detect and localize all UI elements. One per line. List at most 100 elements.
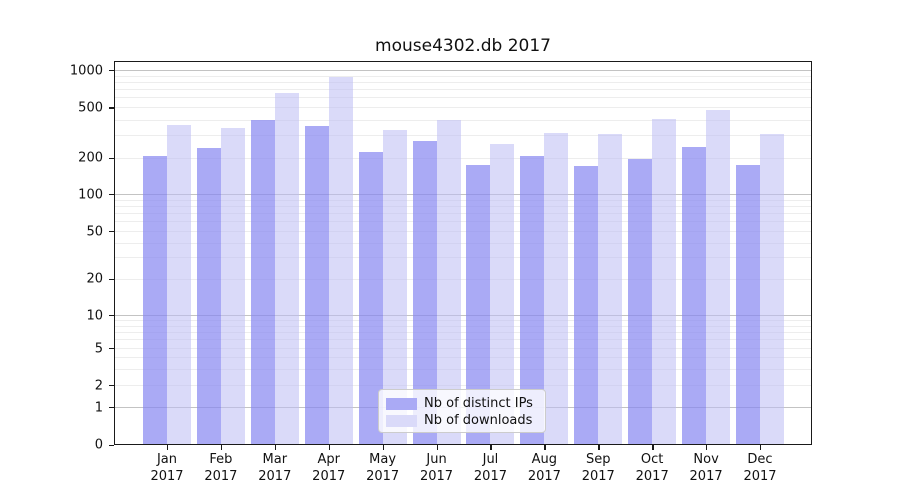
gridline-300 [114,135,812,137]
x-tick-label-apr: Apr 2017 [312,452,346,484]
plot-area [114,61,812,445]
x-tick-oct [652,445,654,450]
x-tick-label-mar: Mar 2017 [258,452,292,484]
gridline-50 [114,231,812,232]
x-tick-label-aug: Aug 2017 [527,452,561,484]
y-tick-label-1000: 1000 [69,63,103,79]
bar-nov-distinct-ips [682,146,707,445]
x-tick-nov [706,445,708,450]
bar-apr-distinct-ips [304,126,329,445]
gridline-3 [114,368,812,370]
bar-dec-downloads [759,134,784,445]
x-tick-label-nov: Nov 2017 [689,452,723,484]
gridline-70 [114,213,812,215]
x-tick-mar [274,445,277,450]
y-tick-label-100: 100 [78,187,103,203]
bar-aug-downloads [544,132,569,445]
legend-label-distinct-ips: Nb of distinct IPs [424,396,533,411]
bar-mar-downloads [274,93,299,445]
bar-apr-downloads [328,76,353,445]
x-tick-label-jun: Jun 2017 [419,452,454,484]
y-tick-100 [109,194,114,196]
gridline-6 [114,339,812,341]
gridline-800 [114,82,812,83]
y-tick-label-20: 20 [86,271,103,287]
y-tick-label-200: 200 [78,150,103,166]
x-tick-jul [490,445,492,450]
bar-feb-distinct-ips [196,147,221,445]
y-tick-label-5: 5 [94,341,103,357]
x-tick-label-dec: Dec 2017 [743,452,777,484]
legend-entry-distinct-ips: Nb of distinct IPs [386,395,545,412]
chart-title: mouse4302.db 2017 [375,36,551,56]
y-tick-200 [109,157,114,159]
y-tick-label-50: 50 [86,224,103,240]
legend-swatch-distinct-ips [386,397,417,410]
gridline-100 [114,194,812,195]
gridline-30 [114,257,812,259]
gridline-40 [114,242,812,244]
x-tick-aug [544,445,546,450]
bar-dec-distinct-ips [735,165,760,445]
gridline-20 [114,278,812,280]
x-tick-jan [167,445,169,450]
legend-swatch-downloads [386,414,417,427]
y-tick-label-1: 1 [94,400,103,416]
left-spine [114,61,116,445]
y-tick-0 [109,444,114,446]
gridline-90 [114,199,812,201]
y-tick-10 [109,315,114,317]
x-tick-sep [598,445,600,450]
x-tick-label-oct: Oct 2017 [635,452,669,484]
gridline-9 [114,320,812,322]
bar-jan-distinct-ips [143,156,167,445]
y-tick-label-2: 2 [94,378,103,394]
gridline-400 [114,119,812,121]
gridline-7 [114,331,812,333]
y-tick-2 [109,385,114,387]
gridline-500 [114,107,812,109]
x-tick-may [382,445,385,450]
bar-nov-downloads [706,109,731,445]
x-tick-label-jan: Jan 2017 [150,452,184,484]
gridline-200 [114,157,812,159]
gridline-1000 [114,70,812,71]
y-tick-label-10: 10 [86,308,103,324]
bar-feb-downloads [220,127,245,445]
x-tick-label-feb: Feb 2017 [204,452,238,484]
legend: Nb of distinct IPs Nb of downloads [378,389,546,433]
gridline-5 [114,348,812,349]
gridline-4 [114,357,812,358]
legend-entry-downloads: Nb of downloads [386,412,545,429]
gridline-900 [114,75,812,77]
legend-label-downloads: Nb of downloads [424,413,533,428]
gridline-10 [114,315,812,316]
bar-sep-distinct-ips [574,166,599,445]
x-tick-label-jul: Jul 2017 [473,452,507,484]
bar-oct-distinct-ips [628,159,653,445]
bottom-spine [114,443,812,445]
y-tick-50 [109,231,114,233]
y-tick-label-0: 0 [94,437,103,453]
x-tick-jun [436,445,438,450]
y-tick-5 [109,348,114,350]
y-tick-1000 [109,70,114,72]
y-tick-20 [109,278,114,280]
bar-mar-distinct-ips [250,119,275,445]
x-tick-label-may: May 2017 [366,452,400,484]
x-tick-apr [328,445,331,450]
top-spine [114,61,812,63]
x-tick-feb [220,445,223,450]
bar-jan-downloads [167,124,191,445]
y-tick-label-500: 500 [78,100,103,116]
x-tick-dec [759,445,762,450]
bar-oct-downloads [652,118,677,445]
x-tick-label-sep: Sep 2017 [581,452,615,484]
bar-sep-downloads [598,134,623,445]
right-spine [810,61,812,445]
gridline-80 [114,205,812,207]
y-tick-1 [109,407,114,409]
gridline-700 [114,89,812,91]
y-tick-500 [109,107,114,109]
